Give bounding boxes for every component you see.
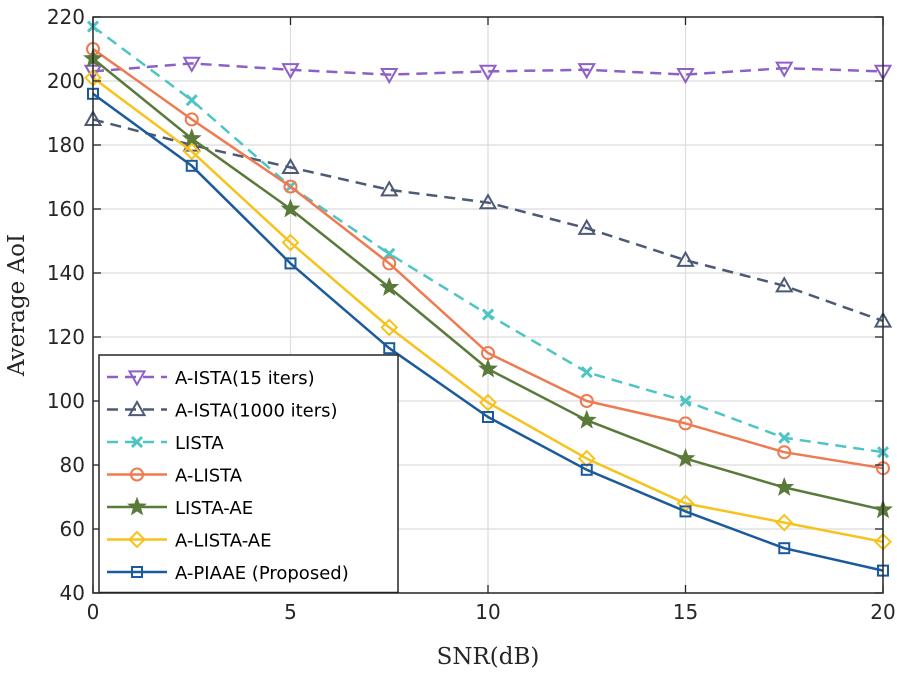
legend-label: A-LISTA bbox=[175, 466, 243, 487]
data-point bbox=[679, 505, 692, 518]
y-tick-label: 60 bbox=[60, 517, 85, 541]
data-point bbox=[775, 276, 794, 293]
data-point bbox=[181, 128, 202, 148]
data-point bbox=[380, 180, 399, 197]
series-layer bbox=[83, 20, 893, 577]
data-point bbox=[479, 393, 497, 412]
y-tick-label: 140 bbox=[47, 261, 85, 285]
data-point bbox=[379, 276, 400, 296]
data-point bbox=[280, 198, 301, 218]
legend-label: LISTA bbox=[175, 433, 224, 454]
data-point bbox=[185, 94, 198, 107]
data-point bbox=[478, 358, 498, 378]
legend-marker bbox=[127, 496, 147, 516]
data-point bbox=[284, 257, 297, 270]
data-point bbox=[774, 476, 795, 496]
legend-item: A-ISTA(1000 iters) bbox=[107, 399, 338, 422]
data-point bbox=[675, 448, 696, 468]
x-tick-label: 5 bbox=[284, 600, 297, 624]
data-point bbox=[382, 256, 397, 271]
data-point bbox=[380, 318, 399, 337]
legend-item: LISTA bbox=[107, 433, 224, 454]
legend-label: A-ISTA(15 iters) bbox=[175, 368, 315, 389]
y-tick-label: 100 bbox=[47, 389, 85, 413]
legend-marker bbox=[130, 467, 144, 482]
y-tick-label: 120 bbox=[47, 325, 85, 349]
data-point bbox=[182, 142, 201, 161]
legend-item: A-PIAAE (Proposed) bbox=[107, 563, 349, 584]
data-point bbox=[778, 542, 791, 555]
data-point bbox=[478, 193, 498, 210]
data-point bbox=[482, 411, 494, 423]
x-tick-label: 15 bbox=[673, 600, 698, 624]
data-point bbox=[577, 218, 596, 235]
data-point bbox=[481, 308, 495, 321]
legend-label: A-ISTA(1000 iters) bbox=[175, 401, 338, 422]
legend-item: A-ISTA(15 iters) bbox=[107, 368, 315, 389]
data-point bbox=[184, 112, 199, 127]
data-point bbox=[778, 431, 791, 444]
data-point bbox=[678, 416, 693, 431]
y-tick-label: 200 bbox=[47, 69, 85, 93]
data-point bbox=[182, 56, 201, 73]
legend-marker bbox=[128, 530, 146, 549]
legend-item: LISTA-AE bbox=[107, 496, 253, 519]
ticks: 0 5 10 15 20 40 60 80 100 120 140 160 180 200 220 bbox=[47, 5, 896, 624]
legend-marker bbox=[130, 435, 144, 449]
series-2 bbox=[86, 20, 890, 459]
legend-marker bbox=[127, 399, 147, 417]
data-point bbox=[676, 250, 695, 267]
legend: A-ISTA(15 iters) A-ISTA(1000 iters) LISTA A… bbox=[98, 354, 399, 594]
data-point bbox=[580, 463, 593, 476]
data-point bbox=[577, 449, 596, 468]
legend-label: A-LISTA-AE bbox=[175, 531, 271, 552]
legend-item: A-LISTA-AE bbox=[107, 531, 271, 552]
legend-label: A-PIAAE (Proposed) bbox=[175, 563, 349, 584]
series-line bbox=[92, 76, 884, 544]
data-point bbox=[383, 247, 396, 260]
series-line bbox=[92, 118, 884, 323]
data-point bbox=[577, 63, 596, 80]
x-tick-label: 20 bbox=[870, 600, 895, 624]
data-point bbox=[679, 394, 692, 408]
y-tick-label: 220 bbox=[47, 5, 85, 29]
data-point bbox=[576, 409, 597, 429]
series-3 bbox=[86, 42, 890, 476]
x-axis-label: SNR(dB) bbox=[437, 644, 540, 670]
data-point bbox=[775, 61, 794, 78]
legend-item: A-LISTA bbox=[107, 466, 243, 487]
legend-marker bbox=[127, 370, 147, 387]
data-point bbox=[579, 394, 594, 408]
series-line bbox=[92, 47, 884, 470]
data-point bbox=[185, 159, 198, 172]
legend-label: LISTA-AE bbox=[175, 498, 253, 519]
data-point bbox=[478, 64, 498, 81]
y-tick-label: 160 bbox=[47, 197, 85, 221]
series-line bbox=[92, 92, 884, 572]
y-tick-label: 40 bbox=[60, 581, 85, 605]
legend-marker bbox=[131, 566, 143, 578]
data-point bbox=[283, 179, 298, 194]
y-tick-label: 180 bbox=[47, 133, 85, 157]
series-line bbox=[92, 62, 884, 76]
data-point bbox=[580, 366, 593, 379]
data-point bbox=[383, 342, 396, 355]
data-point bbox=[676, 67, 695, 85]
data-point bbox=[281, 233, 300, 252]
x-tick-label: 10 bbox=[475, 600, 500, 624]
data-point bbox=[281, 63, 300, 80]
data-point bbox=[281, 157, 300, 175]
y-axis-label: Average AoI bbox=[4, 234, 30, 377]
x-tick-label: 0 bbox=[87, 600, 100, 624]
data-point bbox=[380, 67, 399, 85]
series-0 bbox=[83, 56, 893, 85]
data-point bbox=[777, 445, 792, 460]
y-tick-label: 80 bbox=[60, 453, 85, 477]
data-point bbox=[775, 513, 794, 532]
